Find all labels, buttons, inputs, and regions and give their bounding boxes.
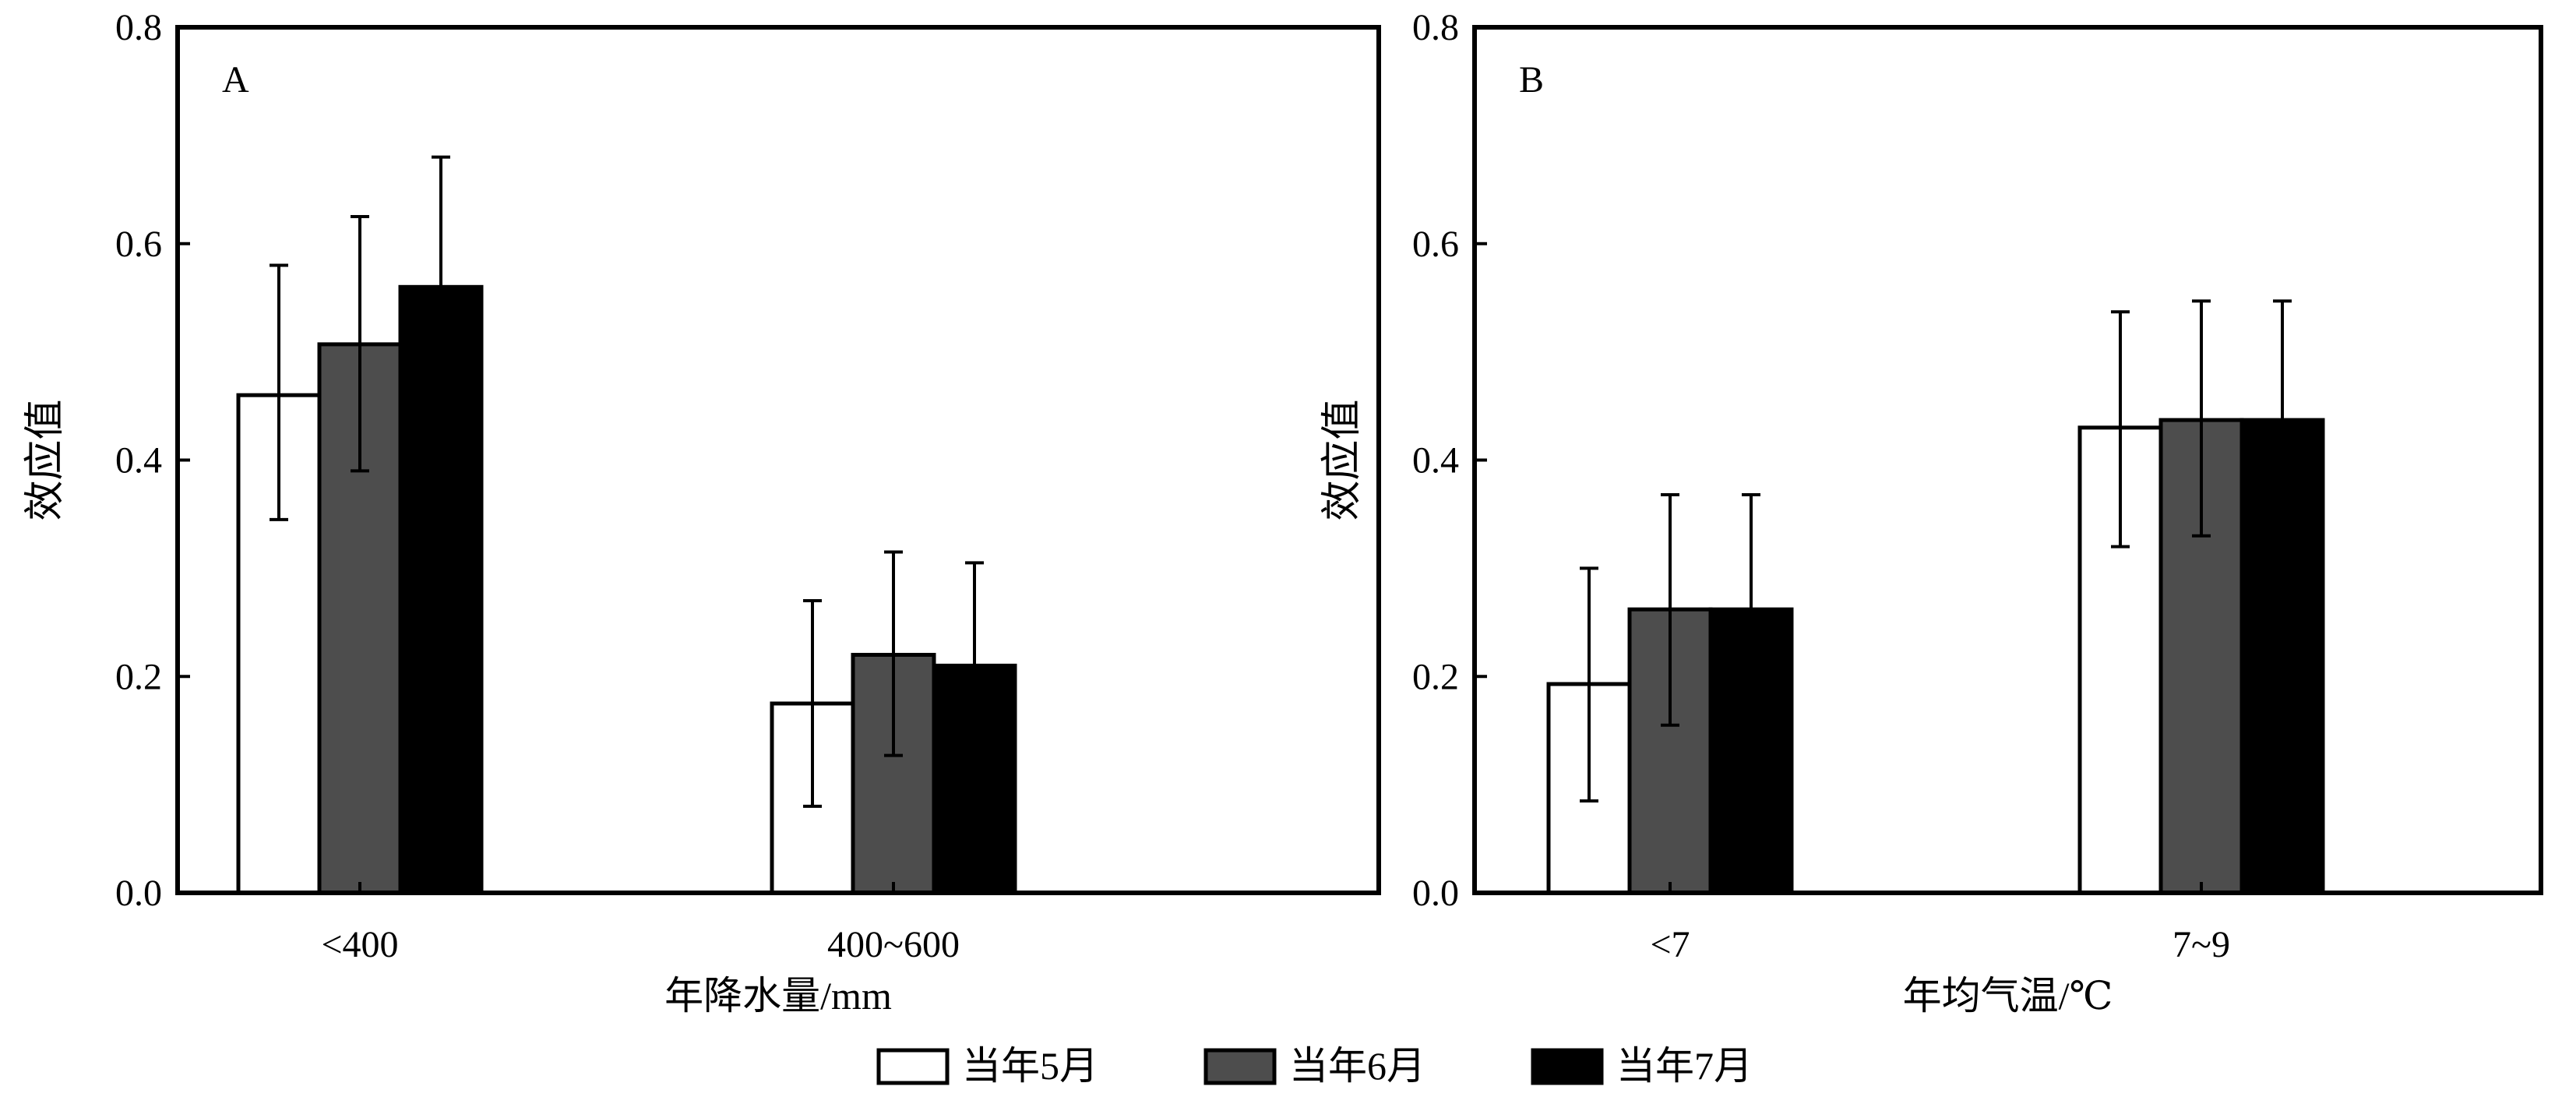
x-axis-label-a: 年降水量/mm <box>664 974 892 1018</box>
bar-b-july-1 <box>2239 418 2325 895</box>
x-tick-label-b-1: 7~9 <box>2173 924 2230 965</box>
legend-swatch-july <box>1531 1048 1604 1085</box>
panel-label-a: A <box>222 59 249 101</box>
y-tick-label-b-2: 0.4 <box>1412 440 1459 481</box>
legend-swatch-june <box>1203 1048 1277 1085</box>
y-tick-label-a-0: 0.0 <box>115 873 162 914</box>
y-tick-label-a-1: 0.2 <box>115 656 162 697</box>
y-tick-label-a-4: 0.8 <box>115 7 162 48</box>
legend-swatch-may <box>876 1048 950 1085</box>
error-bar-a-may-1 <box>803 599 822 808</box>
x-tick-label-a-1: 400~600 <box>827 924 960 965</box>
y-tick-label-b-3: 0.6 <box>1412 224 1459 265</box>
y-tick-label-a-2: 0.4 <box>115 440 162 481</box>
y-tick-label-b-1: 0.2 <box>1412 656 1459 697</box>
legend-item-may: 当年5月 <box>876 1044 1098 1088</box>
error-bar-b-june-1 <box>2192 299 2211 538</box>
legend-label-june: 当年6月 <box>1289 1044 1425 1088</box>
plot-frame-a <box>175 25 1381 895</box>
x-axis-label-b: 年均气温/℃ <box>1903 974 2113 1018</box>
error-bar-b-july-0 <box>1742 492 1760 610</box>
bar-a-july-1 <box>932 663 1017 895</box>
legend-item-july: 当年7月 <box>1531 1044 1753 1088</box>
error-bar-b-june-0 <box>1661 492 1679 727</box>
x-tick-label-a-0: <400 <box>321 924 398 965</box>
y-axis-label-a: 效应值 <box>23 399 68 520</box>
error-bar-b-may-0 <box>1580 566 1598 802</box>
bar-b-june-0 <box>1627 607 1713 895</box>
y-tick-label-b-4: 0.8 <box>1412 7 1459 48</box>
y-axis-label-b: 效应值 <box>1320 399 1365 520</box>
error-bar-a-july-0 <box>432 155 450 287</box>
chart-area: <400 400~600 0.0 0.2 0.4 0.6 0.8 A 年降水量/mm 效应值 <7 7… <box>23 7 2543 1018</box>
panel-a: <400 400~600 0.0 0.2 0.4 0.6 0.8 A 年降水量/mm 效应值 <box>23 7 1381 1018</box>
error-bar-b-may-1 <box>2111 310 2130 548</box>
panel-label-b: B <box>1519 59 1544 101</box>
error-bar-a-july-1 <box>965 561 984 666</box>
legend-label-july: 当年7月 <box>1616 1044 1753 1088</box>
error-bar-a-june-0 <box>351 215 369 473</box>
x-tick-label-b-0: <7 <box>1650 924 1690 965</box>
panel-b: <7 7~9 0.0 0.2 0.4 0.6 0.8 B 年均气温/℃ 效应值 <box>1320 7 2543 1018</box>
y-tick-label-a-3: 0.6 <box>115 224 162 265</box>
legend-item-june: 当年6月 <box>1203 1044 1425 1088</box>
error-bar-b-july-1 <box>2273 299 2292 421</box>
error-bar-a-june-1 <box>884 550 903 757</box>
legend-label-may: 当年5月 <box>962 1044 1098 1088</box>
error-bar-a-may-0 <box>270 263 288 521</box>
y-tick-label-b-0: 0.0 <box>1412 873 1459 914</box>
plot-frame-b <box>1472 25 2543 895</box>
bar-a-july-0 <box>398 284 484 895</box>
legend: 当年5月 当年6月 当年7月 <box>876 1044 1753 1088</box>
bar-b-july-0 <box>1708 607 1794 895</box>
